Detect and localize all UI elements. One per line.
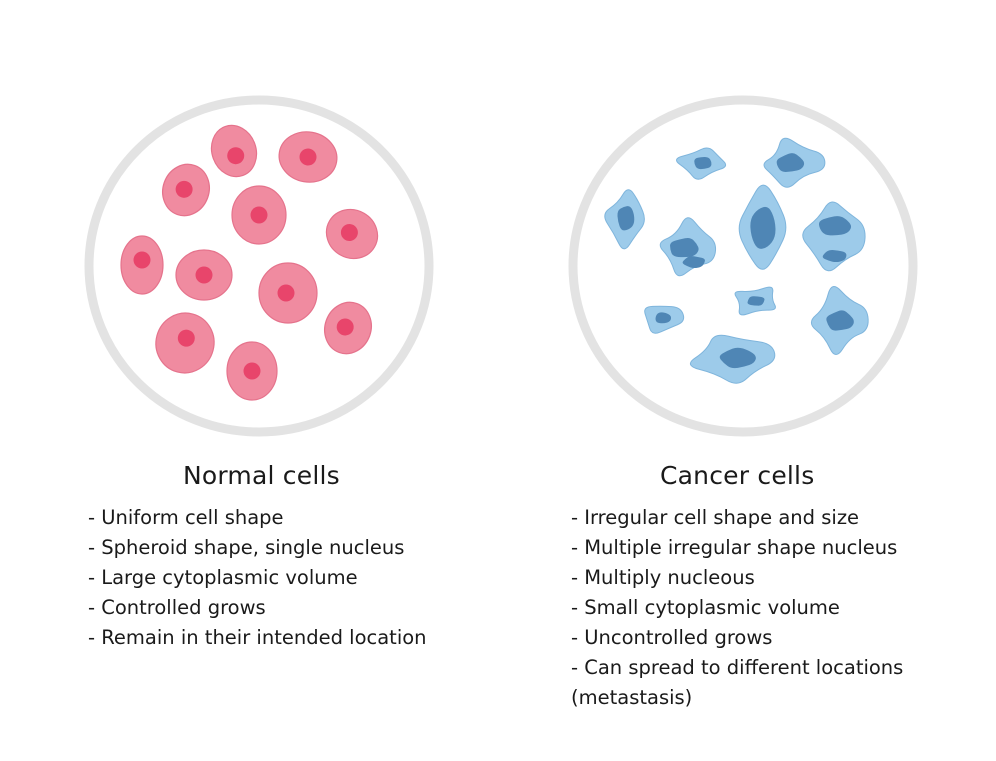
list-item: - Uncontrolled grows xyxy=(571,626,773,649)
normal-cell xyxy=(162,163,210,217)
cell-nucleus xyxy=(682,256,705,269)
normal-cells-dish xyxy=(82,93,436,439)
list-item: - Multiply nucleous xyxy=(571,566,755,589)
dish-ring xyxy=(568,95,918,437)
cancer-cell xyxy=(604,189,645,250)
cancer-cell xyxy=(676,147,727,180)
cell-nucleus xyxy=(277,284,295,302)
cancer-cell xyxy=(763,137,826,188)
list-item: - Irregular cell shape and size xyxy=(571,506,860,529)
cell-nucleus xyxy=(655,312,672,324)
cell-nucleus xyxy=(177,329,195,347)
cell-body xyxy=(802,201,866,272)
cell-nucleus xyxy=(336,318,354,336)
cell-nucleus xyxy=(776,153,805,172)
normal-cells-title: Normal cells xyxy=(183,461,340,490)
cell-nucleus xyxy=(747,296,765,306)
cancer-cell xyxy=(734,286,776,316)
normal-cell xyxy=(231,185,287,245)
list-item: - Spheroid shape, single nucleus xyxy=(88,536,405,559)
cell-nucleus xyxy=(195,266,213,284)
cancer-cells-dish xyxy=(568,93,922,439)
normal-cell xyxy=(278,131,338,183)
normal-cell xyxy=(258,262,318,324)
list-item: - Remain in their intended location xyxy=(88,626,427,649)
normal-cell xyxy=(324,301,372,355)
cancer-cell xyxy=(802,201,866,272)
list-item: - Large cytoplasmic volume xyxy=(88,566,358,589)
cancer-cell xyxy=(689,334,776,384)
dish-ring xyxy=(84,95,434,437)
cancer-cell xyxy=(644,305,685,334)
cancer-cells-title: Cancer cells xyxy=(660,461,815,490)
list-item: - Multiple irregular shape nucleus xyxy=(571,536,898,559)
cell-nucleus xyxy=(750,206,776,249)
cancer-cells-list: - Irregular cell shape and size - Multip… xyxy=(571,503,903,713)
normal-cells-illustration xyxy=(84,95,434,437)
normal-cells-list: - Uniform cell shape - Spheroid shape, s… xyxy=(88,503,427,653)
cell-nucleus xyxy=(694,156,712,170)
cell-nucleus xyxy=(133,251,151,269)
list-item: - Controlled grows xyxy=(88,596,266,619)
list-item: - Can spread to different locations xyxy=(571,656,904,679)
normal-cell xyxy=(175,249,233,301)
cell-nucleus xyxy=(227,147,245,165)
normal-cell xyxy=(120,235,164,295)
list-item: (metastasis) xyxy=(571,686,693,709)
cancer-cell xyxy=(659,217,717,277)
cell-nucleus xyxy=(175,180,193,198)
cancer-cell xyxy=(738,184,787,270)
cell-nucleus xyxy=(243,362,261,380)
cell-nucleus xyxy=(818,216,852,236)
cell-nucleus xyxy=(299,148,317,166)
cell-nucleus xyxy=(617,206,635,231)
normal-cell xyxy=(325,208,379,260)
cancer-cells-illustration xyxy=(568,95,918,437)
cell-nucleus xyxy=(250,206,268,224)
cell-nucleus xyxy=(670,237,699,258)
list-item: - Small cytoplasmic volume xyxy=(571,596,840,619)
cell-nucleus xyxy=(340,224,358,242)
normal-cell xyxy=(155,312,215,374)
normal-cell xyxy=(210,124,258,178)
cell-nucleus xyxy=(822,250,847,263)
cancer-cell xyxy=(810,286,869,356)
list-item: - Uniform cell shape xyxy=(88,506,284,529)
cell-nucleus xyxy=(719,347,756,369)
cell-nucleus xyxy=(826,310,854,331)
normal-cell xyxy=(226,341,278,401)
